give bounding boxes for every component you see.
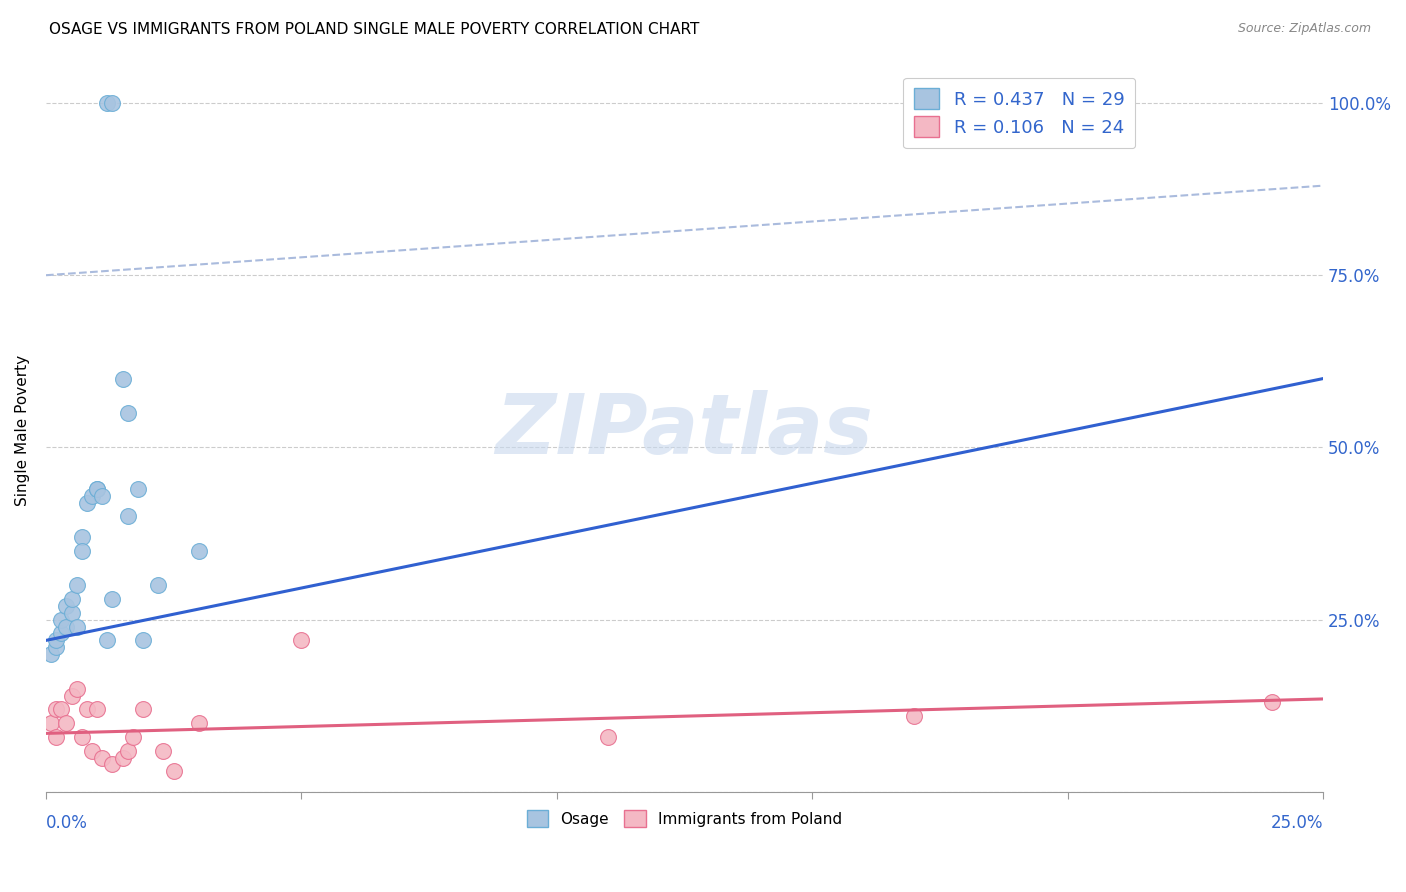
Point <box>148 578 170 592</box>
Point <box>96 95 118 110</box>
Point <box>903 709 925 723</box>
Point <box>65 681 87 696</box>
Point <box>111 750 134 764</box>
Point <box>39 716 62 731</box>
Point <box>80 744 103 758</box>
Point <box>127 482 149 496</box>
Text: ZIPatlas: ZIPatlas <box>496 390 873 471</box>
Point <box>45 730 67 744</box>
Point <box>86 482 108 496</box>
Point <box>51 702 73 716</box>
Point <box>60 592 83 607</box>
Point <box>1261 695 1284 709</box>
Point <box>132 633 155 648</box>
Point <box>101 592 124 607</box>
Point <box>101 95 124 110</box>
Point <box>117 744 139 758</box>
Text: 25.0%: 25.0% <box>1271 814 1323 832</box>
Point <box>39 647 62 661</box>
Point <box>91 750 114 764</box>
Point <box>290 633 312 648</box>
Legend: Osage, Immigrants from Poland: Osage, Immigrants from Poland <box>519 802 849 835</box>
Point <box>152 744 174 758</box>
Point <box>70 544 93 558</box>
Point <box>86 482 108 496</box>
Point <box>51 613 73 627</box>
Point <box>65 578 87 592</box>
Point <box>96 633 118 648</box>
Point <box>117 406 139 420</box>
Point <box>188 716 211 731</box>
Y-axis label: Single Male Poverty: Single Male Poverty <box>15 355 30 506</box>
Text: 0.0%: 0.0% <box>46 814 87 832</box>
Point <box>55 619 77 633</box>
Point <box>45 640 67 655</box>
Point <box>91 489 114 503</box>
Point <box>70 730 93 744</box>
Point <box>70 530 93 544</box>
Point <box>55 716 77 731</box>
Point <box>45 702 67 716</box>
Point <box>76 495 98 509</box>
Point <box>80 489 103 503</box>
Text: OSAGE VS IMMIGRANTS FROM POLAND SINGLE MALE POVERTY CORRELATION CHART: OSAGE VS IMMIGRANTS FROM POLAND SINGLE M… <box>49 22 700 37</box>
Text: Source: ZipAtlas.com: Source: ZipAtlas.com <box>1237 22 1371 36</box>
Point <box>51 626 73 640</box>
Point <box>163 764 186 779</box>
Point <box>65 619 87 633</box>
Point <box>60 606 83 620</box>
Point <box>188 544 211 558</box>
Point <box>132 702 155 716</box>
Point <box>596 730 619 744</box>
Point <box>121 730 143 744</box>
Point <box>117 509 139 524</box>
Point <box>76 702 98 716</box>
Point <box>55 599 77 613</box>
Point <box>60 689 83 703</box>
Point <box>45 633 67 648</box>
Point <box>86 702 108 716</box>
Point <box>111 371 134 385</box>
Point <box>101 757 124 772</box>
